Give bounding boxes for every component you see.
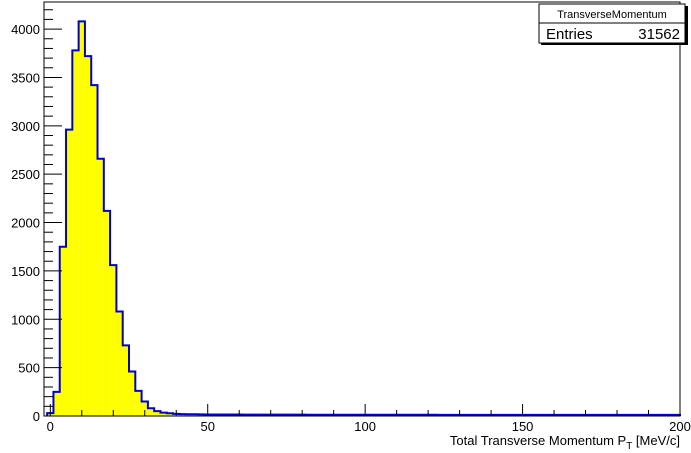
histogram-outline: [46, 20, 681, 416]
histogram-bin: [166, 413, 174, 416]
histogram-bin: [72, 50, 79, 416]
histogram-bin: [97, 158, 104, 416]
y-tick-label: 3500: [11, 70, 40, 85]
histogram-bin: [122, 345, 130, 416]
histogram-bin: [147, 408, 155, 416]
x-axis-title-main: Total Transverse Momentum P: [450, 433, 626, 448]
stats-box: TransverseMomentum Entries 31562: [538, 3, 688, 45]
histogram-bin: [66, 129, 73, 416]
x-tick-label: 100: [354, 419, 376, 434]
x-axis-title-unit: [MeV/c]: [632, 433, 680, 448]
y-tick-label: 2000: [11, 216, 40, 231]
histogram-bin: [59, 246, 67, 416]
y-tick-label: 3000: [11, 119, 40, 134]
x-axis-title-subscript: T: [626, 441, 632, 452]
x-tick-label: 0: [47, 419, 54, 434]
x-tick-label: 50: [200, 419, 214, 434]
x-tick-label: 200: [669, 419, 691, 434]
y-tick-label: 1500: [11, 264, 40, 279]
y-tick-label: 500: [18, 361, 40, 376]
histogram-bin: [84, 56, 92, 417]
stats-box-title: TransverseMomentum: [557, 9, 667, 21]
x-tick-label: 150: [512, 419, 534, 434]
y-tick-label: 2500: [11, 167, 40, 182]
y-tick-label: 0: [33, 409, 40, 424]
y-tick-label: 1000: [11, 312, 40, 327]
histogram-bin: [91, 85, 98, 416]
y-tick-label: 4000: [11, 22, 40, 37]
histogram-bin: [160, 412, 167, 416]
histogram-bin: [78, 21, 85, 416]
histogram-bin: [116, 311, 123, 416]
y-axis: 0 500 1000 1500 2000 2500 3000 3500 4000: [11, 9, 62, 424]
histogram-bin: [135, 390, 142, 416]
x-axis-title: Total Transverse Momentum PT [MeV/c]: [450, 433, 680, 452]
histogram-bin: [129, 371, 136, 416]
histogram-bin: [103, 210, 111, 416]
histogram-bin: [141, 401, 148, 416]
histogram-bins: [47, 21, 680, 417]
stats-entries-value: 31562: [638, 26, 680, 43]
histogram-bin: [53, 391, 60, 416]
histogram-bin: [154, 411, 161, 416]
stats-entries-label: Entries: [546, 26, 593, 43]
plot-frame: [43, 1, 681, 417]
histogram-bin: [110, 265, 117, 416]
x-axis: 0 50 100 150 200: [47, 404, 691, 434]
